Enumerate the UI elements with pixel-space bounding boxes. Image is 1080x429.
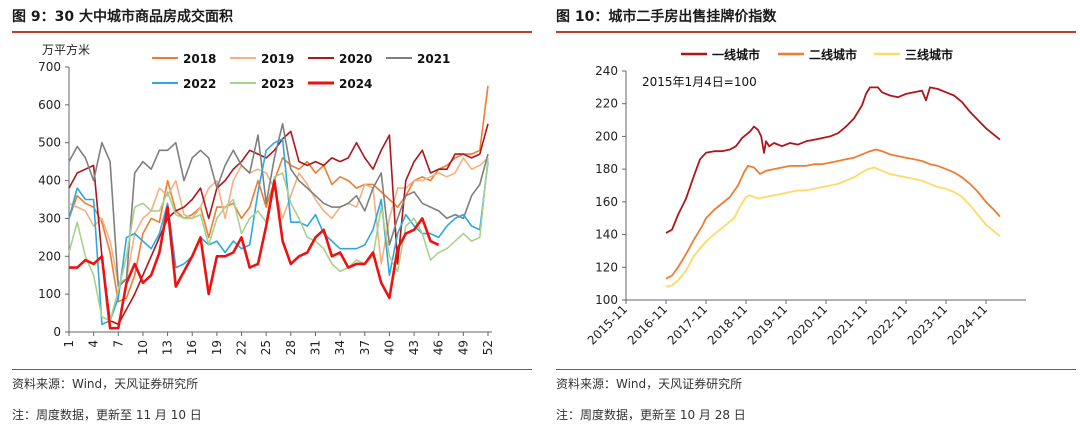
y-axis-unit-label: 万平方米	[42, 42, 90, 57]
series-line-三线城市	[665, 166, 1001, 288]
y-tick-label: 160	[595, 195, 618, 209]
right-figure-title: 图 10：城市二手房出售挂牌价指数	[556, 9, 777, 25]
x-tick-label: 2019-11	[745, 302, 790, 347]
x-tick-label: 19	[210, 340, 224, 355]
base-date-annotation: 2015年1月4日=100	[642, 75, 757, 89]
legend-label-2019: 2019	[261, 52, 294, 66]
x-tick-label: 34	[333, 340, 347, 355]
x-tick-label: 46	[432, 340, 446, 355]
x-tick-label: 2018-11	[705, 302, 750, 347]
series-line-2020	[68, 123, 489, 326]
y-tick-label: 200	[595, 129, 618, 143]
legend-label-2023: 2023	[261, 77, 294, 91]
right-source-rule	[556, 369, 1076, 370]
left-line-chart: 万平方米 0 100 200 300 400 500 600 700 1 4 7 10 13 16 19 22 2…	[38, 42, 495, 355]
x-tick-label: 43	[407, 340, 421, 355]
series-line-2024	[69, 179, 440, 330]
series-line-2018	[68, 85, 489, 303]
y-tick-label: 200	[38, 249, 61, 263]
series-line-2022	[68, 138, 489, 326]
y-tick-label: 100	[595, 293, 618, 307]
x-tick-label: 52	[481, 340, 495, 355]
y-tick-label: 140	[595, 228, 618, 242]
x-tick-label: 16	[185, 340, 199, 355]
right-line-chart: 1001201401601802002202402015-112016-1120…	[585, 47, 1026, 348]
series-line-一线城市	[665, 86, 1001, 234]
x-tick-label: 4	[87, 340, 101, 348]
legend-label-2021: 2021	[417, 52, 450, 66]
y-tick-label: 120	[595, 260, 618, 274]
x-tick-label: 2020-11	[785, 302, 830, 347]
y-tick-label: 100	[38, 287, 61, 301]
x-tick-label: 2015-11	[585, 302, 630, 347]
left-title-rule	[12, 31, 532, 33]
y-tick-label: 600	[38, 98, 61, 112]
x-tick-label: 2024-11	[945, 302, 990, 347]
x-tick-label: 22	[235, 340, 249, 355]
left-figure-title: 图 9：30 大中城市商品房成交面积	[12, 9, 233, 25]
x-tick-label: 31	[308, 340, 322, 355]
series-line-二线城市	[665, 148, 1001, 280]
x-tick-label: 2023-11	[905, 302, 950, 347]
y-tick-label: 500	[38, 136, 61, 150]
legend-label-2022: 2022	[183, 77, 216, 91]
y-tick-label: 180	[595, 162, 618, 176]
legend-label-一线城市: 一线城市	[712, 47, 760, 62]
x-tick-label: 25	[259, 340, 273, 355]
series-line-2023	[68, 157, 489, 322]
left-figure: 图 9：30 大中城市商品房成交面积 万平方米 0 100 200 300 400 500 6…	[12, 0, 532, 429]
y-tick-label: 240	[595, 64, 618, 78]
legend-label-二线城市: 二线城市	[809, 47, 857, 62]
y-tick-label: 400	[38, 174, 61, 188]
x-tick-label: 2022-11	[865, 302, 910, 347]
y-tick-label: 300	[38, 211, 61, 225]
left-source-rule	[12, 369, 532, 370]
x-tick-label: 2017-11	[665, 302, 710, 347]
right-title-rule	[556, 31, 1076, 33]
x-tick-label: 28	[284, 340, 298, 355]
x-tick-label: 2016-11	[625, 302, 670, 347]
right-note-text: 注：周度数据，更新至 10 月 28 日	[556, 408, 746, 422]
x-tick-label: 10	[136, 340, 150, 355]
legend-label-2018: 2018	[183, 52, 216, 66]
x-tick-label: 40	[382, 340, 396, 355]
x-tick-label: 49	[456, 340, 470, 355]
x-tick-label: 7	[111, 340, 125, 348]
right-source-text: 资料来源：Wind，天风证券研究所	[556, 377, 743, 391]
x-tick-label: 13	[161, 340, 175, 355]
right-figure: 图 10：城市二手房出售挂牌价指数 100 120 140 160 180 200 220 2…	[556, 0, 1076, 429]
x-tick-label: 2021-11	[825, 302, 870, 347]
left-source-text: 资料来源：Wind，天风证券研究所	[12, 377, 199, 391]
legend-label-2024: 2024	[339, 77, 372, 91]
y-tick-label: 700	[38, 60, 61, 74]
y-tick-label: 220	[595, 97, 618, 111]
left-note-text: 注：周度数据，更新至 11 月 10 日	[12, 408, 202, 422]
x-tick-label: 37	[358, 340, 372, 355]
legend-label-三线城市: 三线城市	[905, 47, 953, 62]
y-tick-label: 0	[53, 325, 61, 339]
x-tick-label: 1	[62, 340, 76, 348]
legend-label-2020: 2020	[339, 52, 372, 66]
